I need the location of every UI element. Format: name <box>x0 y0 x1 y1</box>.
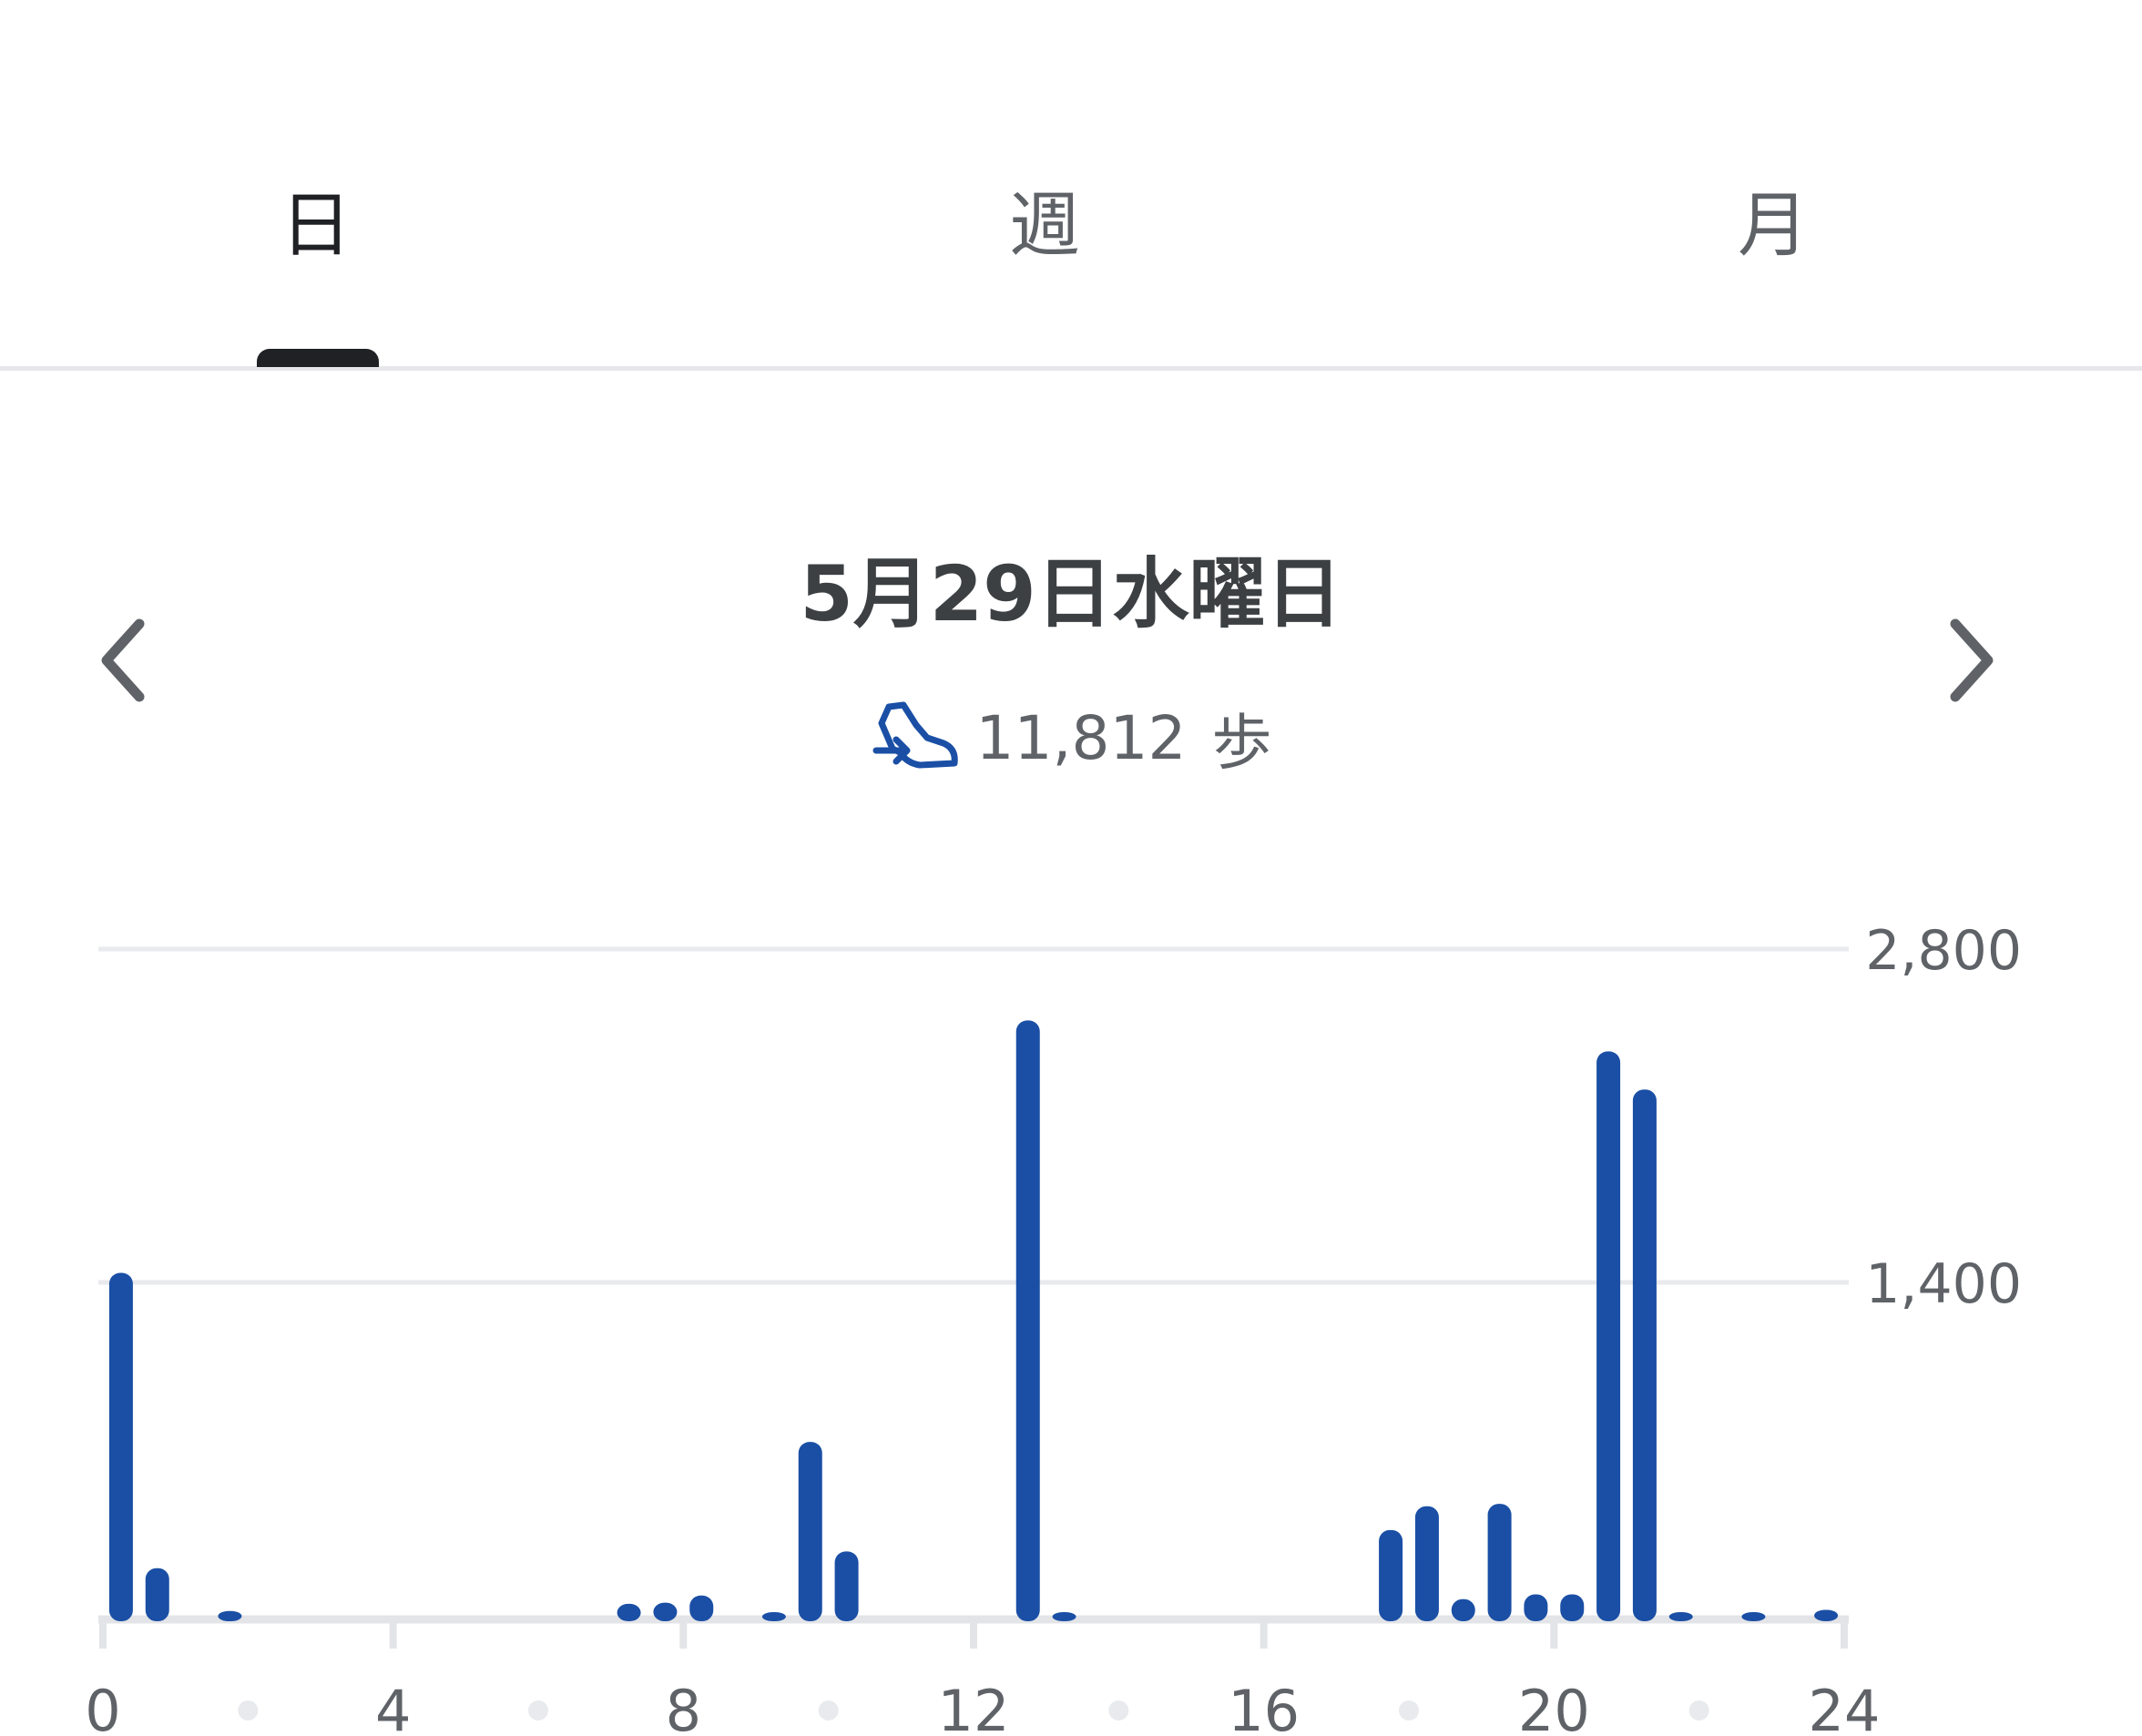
chart-bar <box>1596 1051 1621 1621</box>
chart-bar <box>145 1568 169 1621</box>
chevron-left-icon <box>101 618 145 702</box>
x-tick-label: 0 <box>85 1678 120 1736</box>
chart-bar <box>108 1272 133 1621</box>
shoe-icon <box>872 701 958 769</box>
x-minor-dot <box>818 1700 839 1721</box>
chart-bar <box>1414 1506 1439 1621</box>
chart-bar <box>1741 1612 1766 1621</box>
chart-bar <box>1524 1594 1548 1621</box>
tab-day[interactable]: 日 <box>280 185 352 267</box>
chart-bar <box>761 1612 786 1621</box>
chart-bar <box>834 1551 859 1621</box>
period-tab-bar: 日 週 月 <box>0 0 2142 371</box>
x-tick-label: 20 <box>1518 1678 1590 1736</box>
hourly-steps-chart: 1,400 2,800 0 4 8 12 16 20 24 <box>85 919 2022 1736</box>
y-tick-label: 1,400 <box>1865 1252 2022 1316</box>
x-minor-dot <box>1399 1700 1419 1721</box>
chart-bar <box>617 1603 641 1621</box>
y-tick-label: 2,800 <box>1865 919 2022 983</box>
steps-count: 11,812 <box>975 702 1187 773</box>
x-tick-label: 16 <box>1228 1678 1300 1736</box>
chart-bar <box>1560 1594 1585 1621</box>
chart-bar <box>1052 1612 1076 1621</box>
x-tick-label: 8 <box>666 1678 701 1736</box>
chart-bar <box>1487 1504 1512 1621</box>
date-title: 5月29日水曜日 <box>800 549 1342 638</box>
x-tick-label: 24 <box>1809 1678 1881 1736</box>
previous-day-button[interactable] <box>82 610 164 710</box>
next-day-button[interactable] <box>1931 610 2013 710</box>
chart-bar <box>1814 1609 1839 1621</box>
daily-steps-summary: 11,812 歩 <box>0 692 2142 783</box>
active-tab-indicator <box>257 349 379 367</box>
chart-bar <box>1379 1529 1403 1621</box>
x-minor-dot <box>528 1700 548 1721</box>
chevron-right-icon <box>1950 618 1994 702</box>
chart-bar <box>798 1442 822 1621</box>
tab-week[interactable]: 週 <box>1008 185 1080 267</box>
x-minor-dot <box>1688 1700 1709 1721</box>
x-tick-label: 12 <box>938 1678 1010 1736</box>
chart-bar <box>653 1602 678 1621</box>
chart-bar <box>689 1595 714 1621</box>
x-tick-label: 4 <box>375 1678 411 1736</box>
x-minor-dot <box>238 1700 259 1721</box>
tab-month[interactable]: 月 <box>1737 185 1809 267</box>
chart-bar <box>1451 1598 1475 1621</box>
chart-bar <box>218 1610 242 1621</box>
x-minor-dot <box>1108 1700 1129 1721</box>
steps-unit: 歩 <box>1211 708 1272 778</box>
chart-bar <box>1632 1089 1657 1621</box>
chart-bar <box>1015 1020 1040 1621</box>
chart-bar <box>1668 1612 1693 1621</box>
